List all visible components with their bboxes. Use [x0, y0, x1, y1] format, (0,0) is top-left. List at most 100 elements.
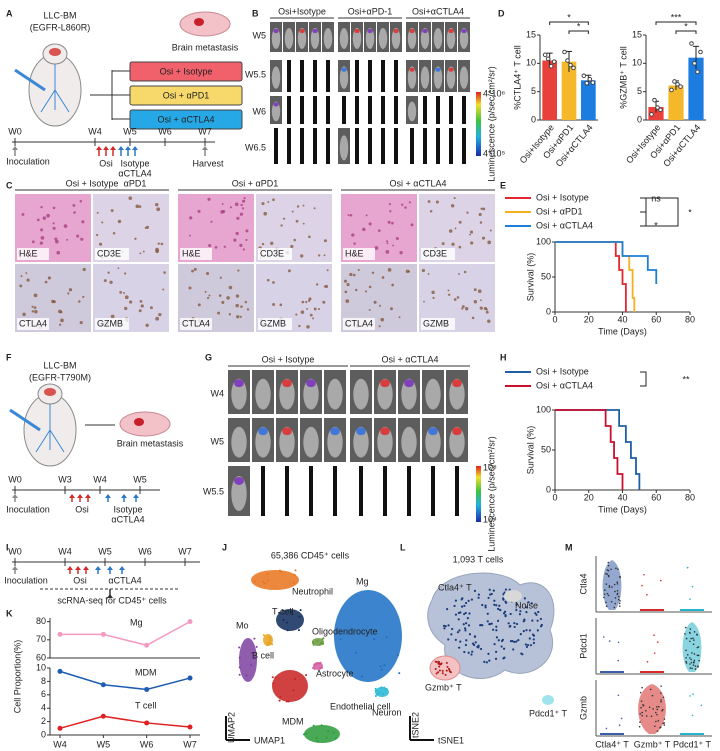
- empty-slot: [410, 128, 414, 164]
- cell-dot: [458, 629, 461, 632]
- violin: [638, 684, 666, 734]
- cell-dot: [483, 660, 486, 664]
- stain-speck: [52, 226, 56, 230]
- mouse-photo: [339, 28, 349, 49]
- cell-dot: [697, 665, 699, 667]
- x-tick-label: 80: [685, 492, 695, 502]
- stain-speck: [40, 236, 45, 240]
- cell-dot: [297, 629, 300, 632]
- group-box: [129, 61, 243, 82]
- signal: [341, 67, 347, 72]
- cell-dot: [694, 665, 697, 667]
- panel-letter: M: [565, 542, 573, 552]
- cell-dot: [444, 625, 447, 628]
- panel-letter: A: [6, 8, 13, 18]
- label-bg: [343, 318, 375, 330]
- cell-dot: [490, 622, 493, 625]
- cell-dot: [450, 633, 453, 636]
- cell-dot: [693, 659, 696, 662]
- empty-slot: [431, 466, 435, 516]
- cell-dot: [398, 672, 401, 675]
- cell-dot: [616, 589, 619, 592]
- empty-slot: [436, 96, 440, 124]
- cell-dot: [660, 699, 662, 701]
- cell-dot: [354, 651, 357, 654]
- cell-dot: [608, 585, 611, 587]
- significance-bracket: [549, 21, 589, 25]
- label: W5: [253, 30, 267, 40]
- mouse-photo: [401, 426, 417, 458]
- cell-dot: [692, 637, 694, 640]
- arrow-head: [132, 146, 138, 150]
- y-tick-label: 10: [36, 662, 46, 672]
- cell-dot: [385, 636, 388, 639]
- y-tick-label: 0: [531, 114, 536, 124]
- empty-slot: [368, 96, 372, 124]
- arrow-head: [95, 566, 101, 570]
- label: Oligodendrocyte: [312, 626, 378, 636]
- mouse-photo: [433, 66, 443, 89]
- stain-speck: [56, 250, 61, 255]
- cell-dot: [294, 569, 297, 572]
- arrow-head: [202, 146, 208, 150]
- stain-speck: [245, 238, 248, 242]
- cell-dot: [444, 673, 447, 676]
- cell-dot: [685, 660, 687, 663]
- stain-speck: [347, 214, 350, 217]
- stain-speck: [197, 303, 201, 307]
- stain-speck: [423, 300, 425, 303]
- cell-dot: [692, 664, 695, 666]
- empty-slot: [313, 96, 317, 124]
- label: 4*10⁶: [483, 88, 506, 98]
- cell-dot: [453, 604, 456, 608]
- cell-dot: [250, 664, 253, 667]
- cell-dot: [321, 641, 324, 644]
- stain-speck: [129, 300, 133, 304]
- stain-speck: [364, 290, 368, 293]
- label-bg: [95, 248, 129, 260]
- cell-dot: [456, 631, 460, 634]
- cell-dot: [314, 663, 317, 666]
- stain-speck: [233, 238, 237, 242]
- cell-dot: [278, 569, 281, 572]
- cell-dot: [339, 638, 342, 641]
- cell-dot: [316, 639, 319, 642]
- cell-dot: [495, 604, 498, 607]
- data-point: [678, 84, 683, 89]
- mouse-photo: [327, 426, 343, 458]
- cell-dot: [689, 632, 691, 634]
- cell-dot: [696, 654, 699, 657]
- stain-speck: [236, 216, 240, 220]
- cell-dot: [605, 605, 608, 608]
- cell-dot: [515, 603, 518, 606]
- stain-speck: [47, 276, 51, 280]
- cell-dot: [689, 640, 691, 643]
- cell-dot: [692, 693, 694, 695]
- cell-dot: [691, 652, 693, 654]
- stain-speck: [55, 239, 59, 244]
- label: W0: [8, 474, 22, 484]
- stain-speck: [160, 242, 164, 246]
- vessel-illustration: [35, 404, 65, 453]
- cell-dot: [602, 636, 605, 638]
- empty-slot: [449, 128, 453, 164]
- stain-speck: [388, 203, 392, 206]
- cell-dot: [383, 686, 386, 689]
- significance-label: *: [684, 21, 688, 31]
- cell-dot: [468, 612, 471, 615]
- stain-speck: [112, 231, 116, 235]
- cell-dot: [535, 613, 538, 616]
- data-point: [568, 62, 573, 68]
- cell-dot: [253, 580, 256, 583]
- cell-dot: [525, 606, 528, 609]
- cell-dot: [689, 663, 691, 665]
- cluster-cloud: [375, 687, 389, 697]
- cell-dot: [696, 633, 698, 636]
- stain-speck: [60, 318, 64, 323]
- stain-speck: [315, 283, 319, 286]
- cell-dot: [532, 638, 535, 641]
- mouse-photo: [377, 426, 393, 458]
- stain-speck: [352, 273, 356, 277]
- panel-letter: D: [498, 8, 505, 18]
- label: W6: [138, 546, 152, 556]
